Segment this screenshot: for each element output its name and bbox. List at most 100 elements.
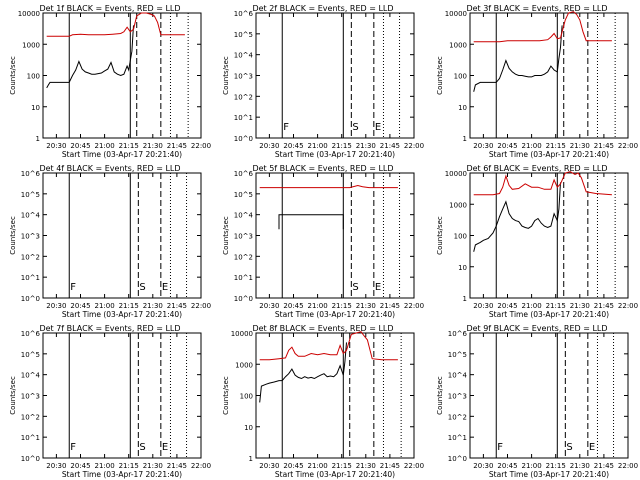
y-tick-label: 10^1 — [234, 274, 253, 282]
panel-title: Det 7f BLACK = Events, RED = LLD — [39, 324, 180, 333]
event-label: E — [162, 442, 168, 453]
x-tick-label: 21:45 — [380, 302, 400, 310]
events-series-line — [46, 25, 134, 89]
event-label: E — [589, 442, 595, 453]
event-label: S — [352, 122, 358, 133]
x-axis-label: Start Time (03-Apr-17 20:21:40) — [489, 470, 609, 479]
y-tick-label: 10^5 — [234, 191, 253, 199]
x-tick-label: 20:30 — [259, 462, 279, 470]
x-tick-label: 20:45 — [283, 462, 303, 470]
y-tick-label: 10^1 — [234, 114, 253, 122]
y-tick-label: 10000 — [18, 10, 40, 18]
panel-title: Det 2f BLACK = Events, RED = LLD — [252, 4, 393, 13]
y-axis-label: Counts/sec — [9, 376, 17, 415]
y-tick-label: 1000 — [235, 361, 253, 369]
x-tick-label: 21:45 — [167, 142, 187, 150]
event-label: F — [497, 442, 503, 453]
panel-title: Det 8f BLACK = Events, RED = LLD — [252, 324, 393, 333]
y-tick-label: 10^5 — [448, 351, 467, 359]
y-tick-label: 100 — [454, 233, 467, 241]
x-tick-label: 22:00 — [618, 462, 638, 470]
event-label: F — [283, 122, 289, 133]
panel-title: Det 9f BLACK = Events, RED = LLD — [466, 324, 607, 333]
x-axis-label: Start Time (03-Apr-17 20:21:40) — [62, 150, 182, 159]
panel-det-6: Det 6f BLACK = Events, RED = LLD 1 10 100 10… — [436, 164, 638, 319]
x-tick-label: 20:30 — [259, 302, 279, 310]
x-tick-label: 21:15 — [119, 302, 139, 310]
x-tick-label: 20:30 — [259, 142, 279, 150]
y-axis-label: Counts/sec — [436, 216, 444, 255]
x-tick-label: 21:00 — [307, 302, 327, 310]
x-tick-label: 21:15 — [332, 462, 352, 470]
x-tick-label: 22:00 — [191, 462, 211, 470]
y-tick-label: 10^3 — [21, 393, 40, 401]
y-tick-label: 10^4 — [448, 372, 468, 380]
y-tick-label: 10^3 — [21, 233, 40, 241]
y-axis-label: Counts/sec — [222, 376, 230, 415]
x-tick-label: 21:00 — [94, 142, 114, 150]
x-tick-label: 21:00 — [521, 142, 541, 150]
x-tick-label: 21:00 — [521, 302, 541, 310]
y-tick-label: 10^5 — [234, 31, 253, 39]
y-tick-label: 10 — [31, 104, 40, 112]
plot-frame — [255, 172, 415, 299]
y-tick-label: 10^6 — [234, 170, 254, 178]
y-tick-label: 1 — [463, 295, 467, 303]
events-series-line — [259, 342, 347, 403]
x-tick-label: 21:30 — [570, 302, 590, 310]
y-tick-label: 1 — [36, 135, 40, 143]
x-tick-label: 21:30 — [143, 462, 163, 470]
y-tick-label: 10^6 — [448, 330, 468, 338]
plot-frame — [469, 12, 629, 139]
event-label: E — [162, 282, 168, 293]
y-tick-label: 10^4 — [234, 52, 254, 60]
x-axis-label: Start Time (03-Apr-17 20:21:40) — [275, 310, 395, 319]
event-label: S — [139, 282, 145, 293]
y-tick-label: 10^3 — [234, 73, 253, 81]
y-tick-label: 10000 — [231, 330, 253, 338]
y-tick-label: 1000 — [22, 41, 40, 49]
y-tick-label: 100 — [27, 73, 40, 81]
x-tick-label: 21:15 — [332, 302, 352, 310]
y-tick-label: 10^0 — [234, 135, 253, 143]
y-tick-label: 10^4 — [234, 212, 254, 220]
panel-det-2: Det 2f BLACK = Events, RED = LLD 10^0 10^1… — [222, 4, 424, 159]
x-tick-label: 21:30 — [356, 142, 376, 150]
y-tick-label: 10^1 — [21, 434, 40, 442]
y-tick-label: 10^2 — [21, 413, 40, 421]
x-tick-label: 20:30 — [46, 462, 66, 470]
x-tick-label: 21:00 — [521, 462, 541, 470]
event-label: S — [352, 282, 358, 293]
panel-title: Det 6f BLACK = Events, RED = LLD — [466, 164, 607, 173]
y-tick-label: 10^5 — [21, 351, 40, 359]
y-tick-label: 10^2 — [448, 413, 467, 421]
x-tick-label: 21:30 — [143, 302, 163, 310]
panel-det-7: Det 7f BLACK = Events, RED = LLD 10^0 10^1… — [9, 324, 211, 479]
x-tick-label: 21:45 — [167, 302, 187, 310]
x-tick-label: 20:45 — [497, 462, 517, 470]
x-tick-label: 21:30 — [570, 142, 590, 150]
panel-det-5: Det 5f BLACK = Events, RED = LLD 10^0 10^1… — [222, 164, 424, 319]
events-series-line — [473, 25, 563, 92]
x-axis-label: Start Time (03-Apr-17 20:21:40) — [62, 470, 182, 479]
event-label: S — [139, 442, 145, 453]
plot-frame — [469, 332, 629, 459]
x-tick-label: 22:00 — [404, 142, 424, 150]
y-tick-label: 10^0 — [448, 455, 467, 463]
y-tick-label: 10^1 — [448, 434, 467, 442]
plot-frame — [255, 12, 415, 139]
y-tick-label: 10^3 — [234, 233, 253, 241]
x-tick-label: 20:30 — [46, 302, 66, 310]
x-tick-label: 21:45 — [594, 142, 614, 150]
plot-frame — [469, 172, 629, 299]
x-tick-label: 22:00 — [404, 302, 424, 310]
event-label: E — [375, 122, 381, 133]
x-tick-label: 22:00 — [618, 302, 638, 310]
x-axis-label: Start Time (03-Apr-17 20:21:40) — [62, 310, 182, 319]
y-tick-label: 10^3 — [448, 393, 467, 401]
y-tick-label: 10 — [458, 104, 467, 112]
x-tick-label: 20:30 — [473, 462, 493, 470]
x-tick-label: 21:45 — [380, 462, 400, 470]
x-tick-label: 21:30 — [356, 462, 376, 470]
y-axis-label: Counts/sec — [222, 216, 230, 255]
